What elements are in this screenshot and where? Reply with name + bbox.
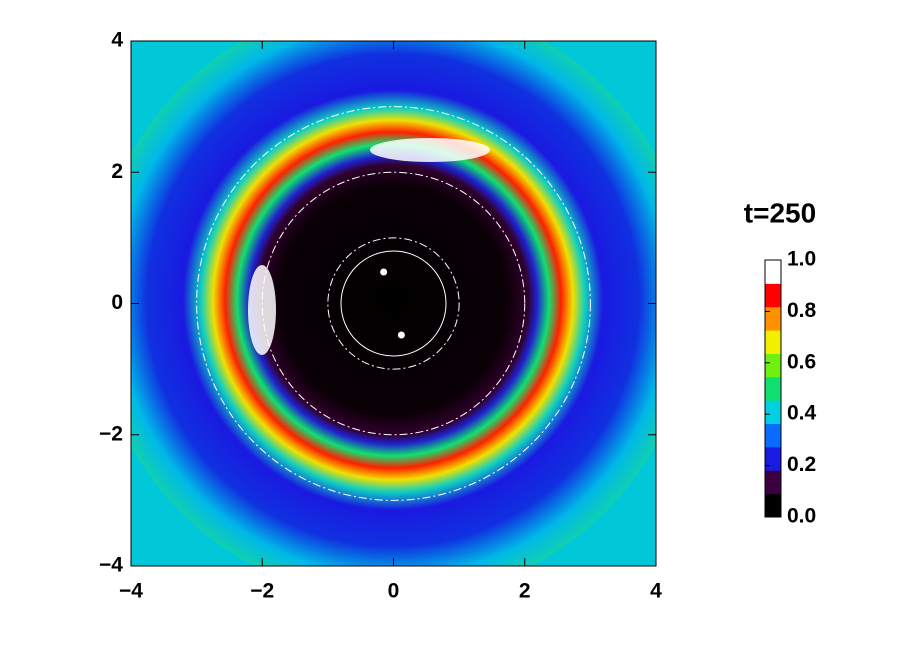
inner-circle: [340, 250, 447, 357]
colorbar-swatch: [765, 470, 781, 495]
colorbar-swatch: [765, 400, 781, 425]
point: [380, 268, 388, 276]
x-tick-label: 0: [388, 580, 400, 603]
colorbar-tick-label: 1.0: [787, 248, 816, 271]
colorbar-tick-label: 0.4: [787, 402, 817, 425]
chart-title: t=250: [744, 197, 816, 228]
colorbar-swatch: [765, 446, 781, 471]
field: [131, 41, 656, 566]
colorbar-swatch: [765, 493, 781, 518]
x-tick-label: 2: [519, 580, 531, 603]
colorbar-swatch: [765, 423, 781, 448]
y-tick-label: 2: [111, 160, 123, 183]
x-tick-label: −4: [119, 580, 143, 603]
colorbar-swatch: [765, 376, 781, 401]
colorbar-tick-label: 0.6: [787, 350, 816, 373]
orbit-circle: [196, 106, 591, 501]
colorbar-swatch: [765, 260, 781, 284]
y-tick-label: 4: [111, 29, 123, 52]
orbit-circle: [261, 171, 526, 436]
colorbar-swatch: [765, 330, 781, 354]
colorbar-tick-label: 0.2: [787, 453, 816, 476]
y-tick-label: 0: [111, 291, 123, 314]
y-tick-label: −4: [99, 554, 123, 577]
colorbar-swatch: [765, 353, 781, 378]
colorbar-frame: [764, 259, 782, 518]
colorbar-tick-label: 0.0: [787, 505, 816, 528]
y-tick-label: −2: [99, 422, 123, 445]
colorbar-swatch: [765, 306, 781, 331]
x-tick-label: −2: [250, 580, 274, 603]
point: [397, 331, 405, 339]
colorbar-tick-label: 0.8: [787, 299, 817, 322]
x-tick-label: 4: [650, 580, 662, 603]
colorbar: 0.0 0.2 0.4 0.6 0.8 1.0: [764, 248, 817, 528]
colorbar-swatch: [765, 283, 781, 308]
orbit-circle: [327, 237, 460, 370]
